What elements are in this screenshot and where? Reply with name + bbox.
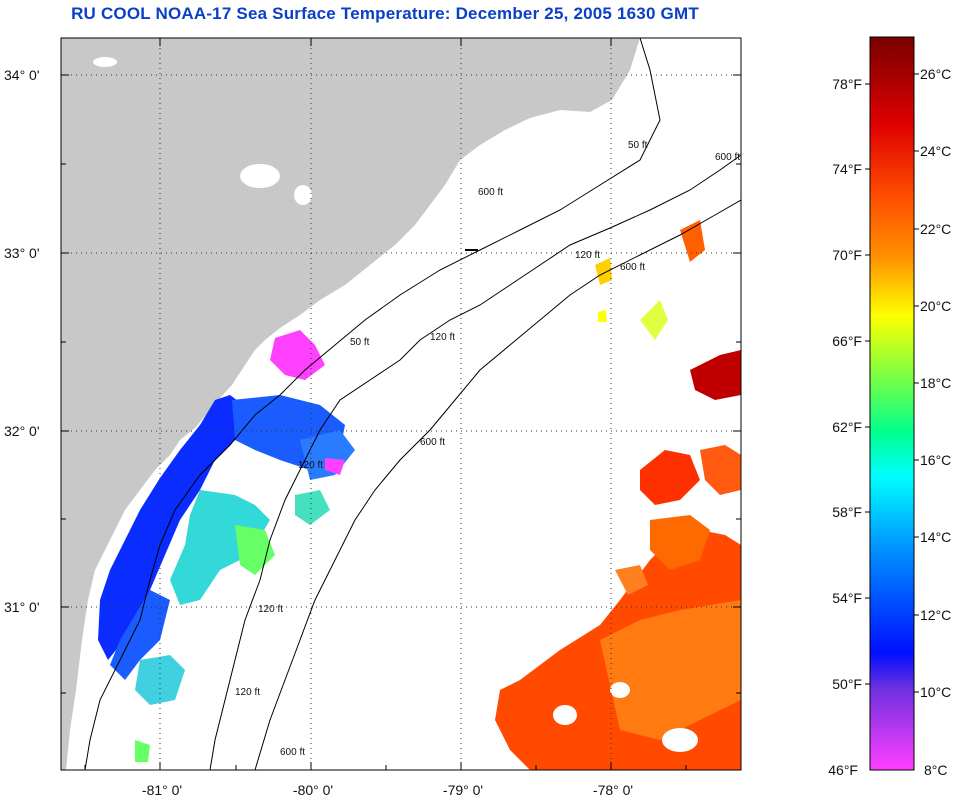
contour-50ft: [84, 38, 661, 770]
cb-c-label: 12°C: [920, 607, 951, 623]
cb-c-label: 26°C: [920, 66, 951, 82]
cb-c-label: 14°C: [920, 529, 951, 545]
cb-f-label: 54°F: [832, 590, 862, 606]
cb-f-label: 58°F: [832, 504, 862, 520]
cb-f-label: 74°F: [832, 161, 862, 177]
lon-tick-label: -78° 0': [593, 782, 633, 798]
cb-c-label: 20°C: [920, 298, 951, 314]
map-title: RU COOL NOAA-17 Sea Surface Temperature:…: [71, 4, 699, 23]
contour-label: 600 ft: [478, 187, 503, 198]
contour-label: 600 ft: [715, 152, 740, 163]
cb-f-label: 70°F: [832, 247, 862, 263]
contour-label: 600 ft: [620, 262, 645, 273]
cloud-no-data-patches: [93, 57, 698, 752]
cb-c-label: 8°C: [924, 762, 948, 778]
depth-contours: [84, 38, 741, 770]
contour-120ft: [209, 154, 741, 770]
cb-c-label: 10°C: [920, 684, 951, 700]
sst-magenta: [270, 330, 345, 475]
contour-label: 120 ft: [575, 250, 600, 261]
contour-600ft: [254, 199, 741, 770]
cb-f-label: 50°F: [832, 676, 862, 692]
cb-c-label: 18°C: [920, 375, 951, 391]
lon-tick-label: -80° 0': [293, 782, 333, 798]
colorbar-fahrenheit-labels: 78°F 74°F 70°F 66°F 62°F 58°F 54°F 50°F …: [828, 76, 862, 778]
contour-label: 120 ft: [298, 460, 323, 471]
lat-tick-label: 34° 0': [4, 67, 40, 83]
sst-cyan-green: [135, 490, 330, 762]
frame-ticks: [61, 38, 741, 770]
cb-c-label: 16°C: [920, 452, 951, 468]
contour-label: 120 ft: [258, 604, 283, 615]
contour-label: 50 ft: [628, 140, 648, 151]
cb-f-label: 78°F: [832, 76, 862, 92]
cb-c-label: 24°C: [920, 143, 951, 159]
map-frame: [60, 37, 742, 771]
lat-tick-label: 32° 0': [4, 423, 40, 439]
sst-warm-gulfstream: [495, 220, 741, 770]
contour-label: 120 ft: [430, 332, 455, 343]
cb-f-label: 66°F: [832, 333, 862, 349]
contour-label: 600 ft: [420, 437, 445, 448]
contour-label: 120 ft: [235, 687, 260, 698]
sst-blue-coastal: [98, 395, 355, 680]
latitude-labels: 34° 0' 33° 0' 32° 0' 31° 0': [4, 67, 40, 615]
colorbar: [869, 36, 915, 771]
cb-f-label: 46°F: [828, 762, 858, 778]
graticule: [61, 38, 741, 770]
colorbar-celsius-labels: 26°C 24°C 22°C 20°C 18°C 16°C 14°C 12°C …: [920, 66, 951, 778]
longitude-labels: -81° 0' -80° 0' -79° 0' -78° 0': [142, 782, 633, 798]
lon-tick-label: -79° 0': [443, 782, 483, 798]
cb-c-label: 22°C: [920, 221, 951, 237]
contour-label: 50 ft: [350, 337, 370, 348]
cb-f-label: 62°F: [832, 419, 862, 435]
contour-label: 600 ft: [280, 747, 305, 758]
land-mass: [61, 38, 640, 770]
colorbar-ticks: [865, 73, 919, 693]
lon-tick-label: -81° 0': [142, 782, 182, 798]
lat-tick-label: 31° 0': [4, 599, 40, 615]
lat-tick-label: 33° 0': [4, 245, 40, 261]
contour-labels: 50 ft 50 ft 120 ft 120 ft 120 ft 120 ft …: [235, 140, 740, 758]
